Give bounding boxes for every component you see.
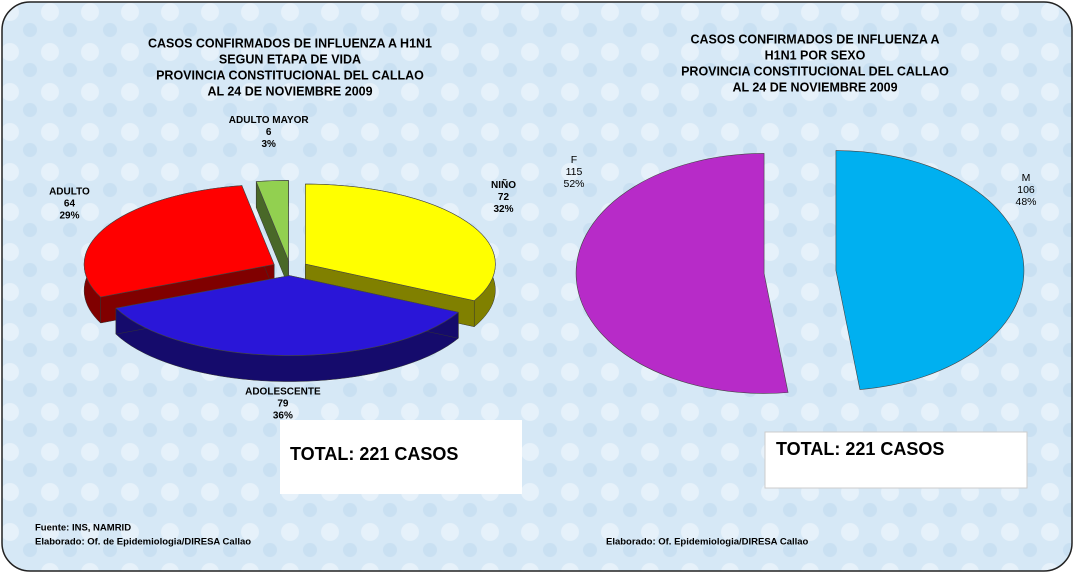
- data-label: 29%: [59, 211, 79, 222]
- chart-title: PROVINCIA CONSTITUCIONAL DEL CALLAO: [681, 64, 949, 78]
- slice: [575, 153, 789, 394]
- data-label: 32%: [493, 204, 513, 215]
- chart-title: PROVINCIA CONSTITUCIONAL DEL CALLAO: [156, 68, 424, 82]
- category-label: ADULTO MAYOR: [229, 115, 310, 126]
- slice: [255, 180, 289, 261]
- category-label: F: [571, 154, 577, 166]
- slice: [115, 275, 460, 356]
- slice: [305, 183, 496, 302]
- total-box: [280, 420, 522, 494]
- data-label: 72: [498, 192, 510, 203]
- slice: [835, 150, 1025, 390]
- data-label: 79: [277, 399, 289, 410]
- total-label: TOTAL: 221 CASOS: [290, 444, 458, 464]
- data-label: 48%: [1015, 196, 1036, 208]
- source: Fuente: INS, NAMRID: [35, 523, 131, 534]
- data-label: 3%: [261, 139, 276, 150]
- data-label: 52%: [563, 178, 584, 190]
- data-label: 6: [266, 127, 272, 138]
- total-box: [764, 431, 1028, 489]
- chart-title: CASOS CONFIRMADOS DE INFLUENZA A: [690, 32, 939, 46]
- data-label: 36%: [273, 411, 293, 422]
- data-label: 64: [64, 199, 76, 210]
- slice: [83, 185, 275, 298]
- category-label: ADOLESCENTE: [245, 387, 321, 398]
- data-label: 115: [566, 166, 583, 178]
- total-label: TOTAL: 221 CASOS: [776, 439, 944, 459]
- chart-title: AL 24 DE NOVIEMBRE 2009: [732, 80, 897, 94]
- chart-title: CASOS CONFIRMADOS DE INFLUENZA A H1N1: [148, 36, 432, 50]
- data-label: 106: [1017, 184, 1035, 196]
- chart-title: H1N1 POR SEXO: [765, 48, 866, 62]
- category-label: NIÑO: [491, 178, 516, 191]
- category-label: ADULTO: [49, 187, 90, 198]
- category-label: M: [1022, 172, 1031, 184]
- credit: Elaborado: Of. Epidemiologia/DIRESA Call…: [606, 537, 809, 548]
- credit: Elaborado: Of. de Epidemiologia/DIRESA C…: [35, 537, 251, 548]
- chart-title: AL 24 DE NOVIEMBRE 2009: [207, 84, 372, 98]
- chart-title: SEGUN ETAPA DE VIDA: [219, 52, 361, 66]
